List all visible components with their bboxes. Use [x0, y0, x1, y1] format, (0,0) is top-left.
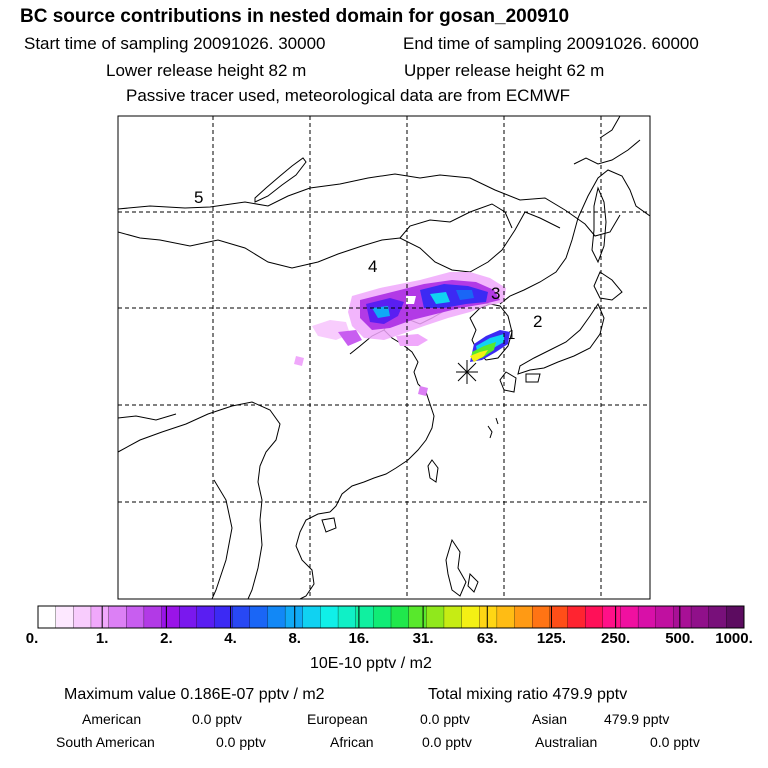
colorbar-tick-label: 2. [160, 630, 173, 647]
colorbar-swatch [602, 605, 621, 629]
region-australian-label: Australian [535, 734, 598, 750]
colorbar-swatch [284, 605, 304, 629]
colorbar-units: 10E-10 pptv / m2 [310, 655, 432, 672]
region-american-label: American [82, 711, 142, 727]
colorbar-swatch [320, 605, 339, 629]
receptor-marker-icon [456, 360, 478, 384]
maximum-value: Maximum value 0.186E-07 pptv / m2 [64, 686, 325, 703]
colorbar-tick-label: 125. [536, 630, 567, 647]
colorbar-swatch [73, 605, 92, 629]
region-african-value: 0.0 pptv [422, 734, 472, 750]
colorbar-swatch [249, 605, 268, 629]
colorbar [37, 605, 745, 629]
colorbar-tick-label: 8. [288, 630, 301, 647]
colorbar-swatch [161, 605, 180, 629]
colorbar-tick-label: 1. [95, 630, 109, 647]
colorbar-swatch [426, 605, 445, 629]
region-australian-value: 0.0 pptv [650, 734, 700, 750]
colorbar-swatch [549, 605, 568, 629]
colorbar-swatch [585, 605, 604, 629]
colorbar-tick-label: 63. [476, 630, 498, 647]
colorbar-tick-label: 250. [601, 630, 631, 647]
region-asian-label: Asian [532, 711, 568, 727]
colorbar-swatch [355, 605, 374, 629]
colorbar-swatch [655, 605, 674, 629]
region-american-value: 0.0 pptv [192, 711, 242, 727]
colorbar-swatch [55, 605, 74, 629]
colorbar-swatch [143, 605, 162, 629]
colorbar-swatch [390, 605, 410, 629]
lat-lon-grid [118, 116, 650, 599]
colorbar-swatch [214, 605, 233, 629]
colorbar-tick-label: 31. [412, 630, 434, 647]
colorbar-swatch [126, 605, 145, 629]
tracer-note: Passive tracer used, meteorological data… [126, 86, 571, 105]
map-title: BC source contributions in nested domain… [20, 6, 570, 27]
colorbar-swatch [443, 605, 463, 629]
colorbar-swatch [37, 605, 57, 629]
region-south-american-label: South American [56, 734, 155, 750]
region-european-label: European [307, 711, 368, 727]
map-background [118, 116, 650, 599]
colorbar-swatch [179, 605, 198, 629]
colorbar-swatch [637, 605, 657, 629]
region-label-4: 4 [368, 257, 377, 276]
colorbar-swatch [496, 605, 515, 629]
colorbar-ticks [37, 606, 745, 628]
colorbar-swatch [567, 605, 586, 629]
colorbar-tick-label: 1000. [715, 630, 753, 647]
colorbar-swatch [690, 605, 710, 629]
colorbar-swatch [461, 605, 480, 629]
region-european-value: 0.0 pptv [420, 711, 470, 727]
upper-release-height: Upper release height 62 m [404, 61, 605, 80]
map-frame [117, 115, 651, 600]
region-label-1: 1 [508, 327, 515, 342]
region-label-2: 2 [533, 312, 542, 331]
colorbar-tick-label: 16. [348, 630, 370, 647]
colorbar-swatch [196, 605, 215, 629]
colorbar-swatch [90, 605, 110, 629]
colorbar-swatch [408, 605, 427, 629]
colorbar-tick-label: 500. [665, 630, 695, 647]
start-time: Start time of sampling 20091026. 30000 [24, 34, 326, 53]
colorbar-tick-label: 0. [25, 630, 39, 647]
colorbar-swatch [231, 605, 251, 629]
concentration-field [294, 272, 510, 396]
region-african-label: African [330, 734, 374, 750]
colorbar-swatch [708, 605, 727, 629]
region-label-3: 3 [491, 284, 500, 303]
region-south-american-value: 0.0 pptv [216, 734, 266, 750]
colorbar-swatch [337, 605, 357, 629]
colorbar-swatch [726, 605, 745, 629]
colorbar-swatch [373, 605, 392, 629]
colorbar-swatch [108, 605, 127, 629]
colorbar-swatch [673, 605, 692, 629]
colorbar-swatch [267, 605, 286, 629]
end-time: End time of sampling 20091026. 60000 [403, 34, 699, 53]
region-label-5: 5 [194, 188, 203, 207]
colorbar-tick-label: 4. [224, 630, 237, 647]
region-asian-value: 479.9 pptv [604, 711, 670, 727]
colorbar-swatch [302, 605, 321, 629]
colorbar-swatch [532, 605, 551, 629]
colorbar-swatch [514, 605, 533, 629]
lower-release-height: Lower release height 82 m [106, 61, 307, 80]
colorbar-swatch [479, 605, 498, 629]
colorbar-swatch [620, 605, 639, 629]
total-mixing-ratio: Total mixing ratio 479.9 pptv [428, 686, 628, 703]
